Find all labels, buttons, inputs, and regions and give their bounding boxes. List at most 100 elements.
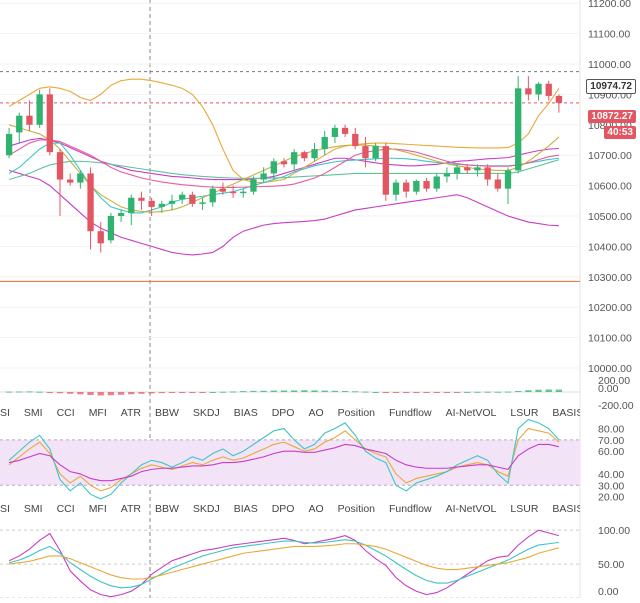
indicator-tab-smi[interactable]: SMI bbox=[23, 503, 43, 515]
indicator-tab-fundflow[interactable]: Fundflow bbox=[389, 407, 432, 419]
indicator-tab-basis[interactable]: BASIS bbox=[552, 407, 580, 419]
volume-bar bbox=[26, 391, 33, 393]
indicator-tab-smi[interactable]: SMI bbox=[23, 407, 43, 419]
volume-bar bbox=[77, 392, 84, 395]
volume-bar bbox=[392, 392, 400, 393]
candle-body bbox=[494, 179, 501, 189]
candle-body bbox=[67, 179, 74, 183]
candle-body bbox=[484, 167, 491, 180]
candle-body bbox=[179, 194, 186, 200]
candle-body bbox=[128, 197, 135, 213]
volume-bar bbox=[219, 391, 227, 393]
candle-body bbox=[464, 167, 471, 171]
rsi-axis-label: 30.00 bbox=[598, 480, 624, 492]
indicator-tab-lsur[interactable]: LSUR bbox=[510, 407, 539, 419]
volume-bar bbox=[67, 392, 74, 394]
line-ma-orange bbox=[8, 78, 560, 184]
indicator-tab-ai-netvol[interactable]: AI-NetVOL bbox=[445, 407, 497, 419]
price-axis-label: 10200.00 bbox=[588, 302, 632, 314]
indicator-tab-position[interactable]: Position bbox=[337, 407, 375, 419]
volume-bar bbox=[494, 391, 501, 393]
candle-body bbox=[36, 94, 43, 125]
price-axis-label: 10000.00 bbox=[588, 363, 632, 375]
indicator-tab-atr[interactable]: ATR bbox=[120, 503, 141, 515]
volume-bar bbox=[372, 392, 379, 393]
candle-body bbox=[433, 176, 440, 189]
indicator-tab-ai-netvol[interactable]: AI-NetVOL bbox=[445, 503, 497, 515]
volume-bar bbox=[209, 392, 216, 393]
candle-body bbox=[260, 173, 267, 180]
rsi-axis-label: 80.00 bbox=[598, 424, 624, 436]
candle-body bbox=[209, 188, 216, 203]
candle-body bbox=[525, 88, 532, 95]
indicator-tab-ao[interactable]: AO bbox=[308, 407, 324, 419]
indicator-tab-bias[interactable]: BIAS bbox=[233, 503, 258, 515]
volume-bar bbox=[301, 390, 308, 392]
volume-bar bbox=[280, 390, 288, 392]
candle-body bbox=[392, 182, 400, 195]
indicator-tab-dpo[interactable]: DPO bbox=[271, 503, 295, 515]
candle-body bbox=[240, 191, 247, 194]
candle-body bbox=[555, 95, 563, 103]
candle-body bbox=[362, 146, 369, 159]
volume-bar bbox=[179, 392, 186, 393]
rsi-series-line bbox=[8, 427, 560, 492]
indicator-tab-mfi[interactable]: MFI bbox=[88, 407, 107, 419]
indicator-tab-fundflow[interactable]: Fundflow bbox=[389, 503, 432, 515]
indicator-tab-bias[interactable]: BIAS bbox=[233, 407, 258, 419]
volume-bar bbox=[148, 392, 155, 394]
price-axis-label: 10700.00 bbox=[588, 150, 632, 162]
candle-body bbox=[229, 191, 237, 194]
candle-body bbox=[117, 212, 125, 216]
indicator-tab-si[interactable]: SI bbox=[0, 503, 10, 515]
indicator-tab-atr[interactable]: ATR bbox=[120, 407, 141, 419]
candle-body bbox=[168, 200, 176, 204]
rsi-axis-label: 40.00 bbox=[598, 469, 624, 481]
price-axis-label: 10100.00 bbox=[588, 333, 632, 345]
candle-body bbox=[87, 173, 94, 232]
volume-bar bbox=[474, 391, 481, 393]
price-axis-label: 11200.00 bbox=[588, 0, 631, 10]
candle-body bbox=[423, 181, 430, 189]
volume-axis-label: -200.00 bbox=[598, 400, 634, 412]
indicator-tab-si[interactable]: SI bbox=[0, 407, 10, 419]
indicator-tab-cci[interactable]: CCI bbox=[56, 503, 75, 515]
candle-body bbox=[515, 88, 522, 171]
indicator-tab-lsur[interactable]: LSUR bbox=[510, 503, 539, 515]
candle-body bbox=[219, 188, 227, 192]
indicator-tab-bbw[interactable]: BBW bbox=[155, 503, 179, 515]
indicator-tab-skdj[interactable]: SKDJ bbox=[192, 407, 220, 419]
indicator-tab-position[interactable]: Position bbox=[337, 503, 375, 515]
volume-bar bbox=[291, 390, 298, 392]
candle-body bbox=[5, 133, 13, 156]
indicator-tab-skdj[interactable]: SKDJ bbox=[192, 503, 220, 515]
candle-body bbox=[382, 146, 389, 195]
price-axis-label: 11100.00 bbox=[588, 29, 630, 41]
volume-bar bbox=[443, 392, 451, 393]
indicator-tab-ao[interactable]: AO bbox=[308, 503, 324, 515]
volume-bar bbox=[158, 392, 165, 394]
high-price-tag: 10974.72 bbox=[586, 79, 636, 94]
stoch-series-line bbox=[8, 529, 560, 598]
volume-bar bbox=[433, 392, 440, 393]
volume-bar bbox=[46, 392, 53, 393]
candle-body bbox=[443, 173, 451, 177]
indicator-tab-bbw[interactable]: BBW bbox=[155, 407, 179, 419]
indicator-tab-basis[interactable]: BASIS bbox=[552, 503, 580, 515]
candle-body bbox=[535, 83, 542, 95]
volume-bar bbox=[87, 392, 94, 395]
indicator-tab-mfi[interactable]: MFI bbox=[88, 503, 107, 515]
volume-bar bbox=[189, 392, 196, 393]
volume-bar bbox=[270, 390, 277, 392]
volume-bar bbox=[16, 391, 23, 393]
price-axis-label: 10500.00 bbox=[588, 211, 632, 223]
volume-bar bbox=[331, 390, 339, 392]
indicator-tab-dpo[interactable]: DPO bbox=[271, 407, 295, 419]
volume-bar bbox=[382, 392, 389, 393]
candle-body bbox=[97, 231, 104, 244]
candle-body bbox=[291, 152, 298, 165]
candle-body bbox=[189, 194, 196, 204]
indicator-tab-cci[interactable]: CCI bbox=[56, 407, 75, 419]
stoch-axis-label: 100.00 bbox=[598, 525, 630, 537]
